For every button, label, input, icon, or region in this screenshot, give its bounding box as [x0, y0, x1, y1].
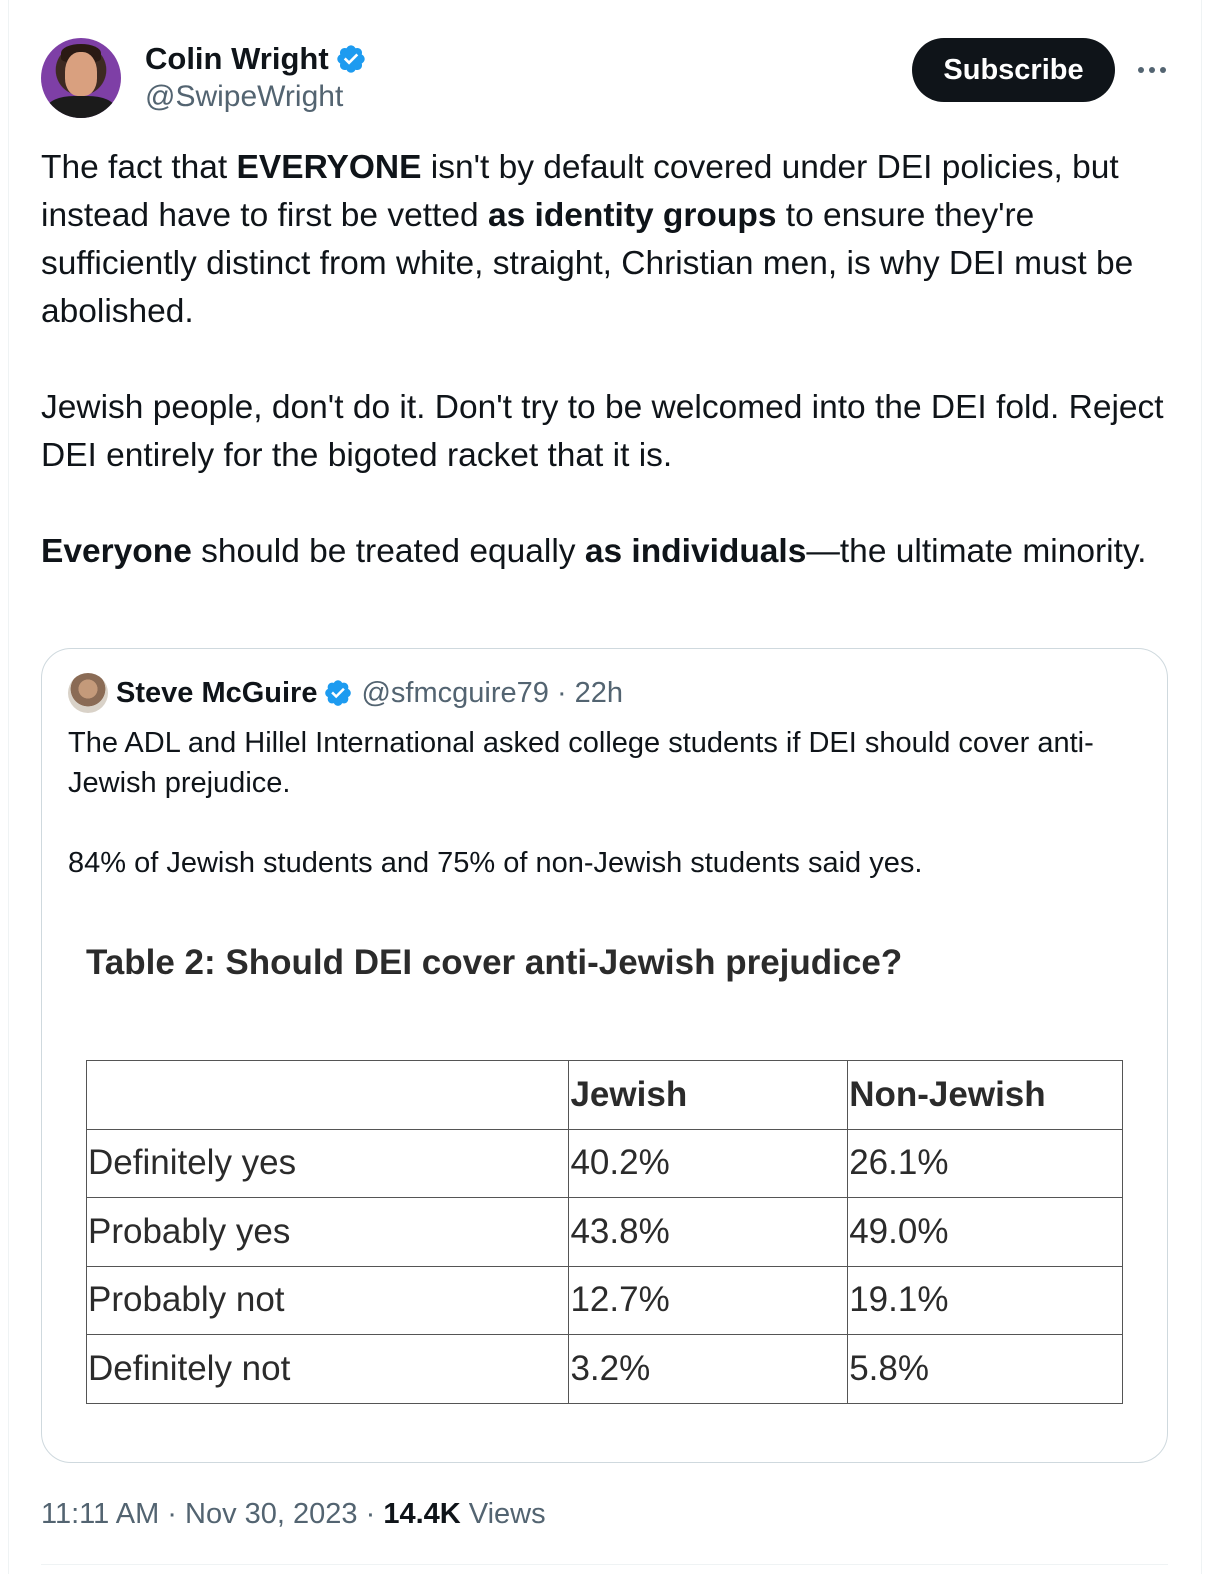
- bold-span: EVERYONE: [236, 149, 422, 186]
- bold-span: Everyone: [41, 533, 192, 570]
- avatar-face: [65, 52, 97, 96]
- tweet-paragraph-3: Everyone should be treated equally as in…: [41, 528, 1171, 576]
- quoted-tweet[interactable]: Steve McGuire @sfmcguire79 · 22h The ADL…: [41, 648, 1168, 1463]
- author-names: Colin Wright @SwipeWright: [145, 40, 367, 116]
- text-span: should be treated equally: [191, 533, 585, 570]
- table-cell: 40.2%: [568, 1128, 849, 1198]
- verified-badge-icon: [325, 680, 352, 706]
- text-span: The fact that: [41, 149, 237, 186]
- separator: ·: [548, 676, 575, 709]
- subscribe-button[interactable]: Subscribe: [912, 38, 1115, 102]
- tweet-meta: 11:11 AM · Nov 30, 2023 · 14.4K Views: [41, 1494, 546, 1534]
- quoted-time: 22h: [574, 676, 624, 709]
- table-row: Definitely not 3.2% 5.8%: [85, 1334, 1123, 1404]
- author-name-row: Colin Wright: [145, 40, 367, 78]
- text-span: to ensure they're sufficiently distinct …: [41, 197, 1134, 330]
- more-horizontal-icon[interactable]: [1133, 56, 1171, 84]
- bold-span: as identity groups: [487, 197, 777, 234]
- tweet-text: The fact that EVERYONE isn't by default …: [41, 144, 1171, 576]
- bold-span: as individuals: [584, 533, 807, 570]
- table-cell: Definitely yes: [85, 1128, 570, 1198]
- table-cell: Definitely not: [85, 1334, 570, 1404]
- text-span: isn't by default covered under DEI polic…: [41, 149, 1119, 234]
- quoted-paragraph-1: The ADL and Hillel International asked c…: [68, 727, 1094, 799]
- table-header-row: Jewish Non-Jewish: [85, 1060, 1123, 1130]
- more-dot: [1138, 67, 1144, 73]
- separator: ·: [159, 1498, 186, 1530]
- quoted-paragraph-2: 84% of Jewish students and 75% of non-Je…: [68, 847, 923, 879]
- divider: [41, 1564, 1168, 1565]
- table-header-cell: [85, 1060, 570, 1130]
- avatar[interactable]: [41, 38, 121, 118]
- tweet-date[interactable]: Nov 30, 2023: [185, 1498, 358, 1530]
- quoted-text: The ADL and Hillel International asked c…: [68, 723, 1128, 883]
- tweet-time[interactable]: 11:11 AM: [41, 1498, 160, 1530]
- frame-border-right: [1201, 0, 1202, 1574]
- avatar-shirt: [47, 96, 115, 118]
- views-count: 14.4K: [383, 1498, 461, 1530]
- table-cell: 43.8%: [568, 1197, 849, 1267]
- tweet-paragraph-1: The fact that EVERYONE isn't by default …: [41, 144, 1171, 336]
- table-row: Probably yes 43.8% 49.0%: [85, 1197, 1123, 1267]
- separator: ·: [357, 1498, 384, 1530]
- table-cell: 26.1%: [847, 1128, 1123, 1198]
- quoted-display-name: Steve McGuire: [116, 676, 318, 709]
- views-label: Views: [460, 1498, 546, 1530]
- table-row: Probably not 12.7% 19.1%: [85, 1265, 1123, 1335]
- more-dot: [1149, 67, 1155, 73]
- quoted-tweet-header: Steve McGuire @sfmcguire79 · 22h: [68, 673, 623, 713]
- author-display-name[interactable]: Colin Wright: [145, 41, 329, 76]
- table-cell: 5.8%: [847, 1334, 1123, 1404]
- frame-border-left: [8, 0, 9, 1574]
- table-cell: 49.0%: [847, 1197, 1123, 1267]
- table-cell: 12.7%: [568, 1265, 849, 1335]
- tweet-paragraph-2: Jewish people, don't do it. Don't try to…: [41, 389, 1164, 474]
- tweet-header: Colin Wright @SwipeWright Subscribe: [41, 38, 1171, 118]
- quoted-handle: @sfmcguire79: [361, 676, 549, 709]
- text-span: —the ultimate minority.: [806, 533, 1147, 570]
- data-table: Jewish Non-Jewish Definitely yes 40.2% 2…: [85, 1060, 1123, 1404]
- verified-badge-icon: [337, 45, 365, 73]
- table-header-cell: Jewish: [568, 1060, 849, 1130]
- table-cell: Probably not: [85, 1265, 570, 1335]
- author-handle[interactable]: @SwipeWright: [145, 80, 344, 113]
- table-title: Table 2: Should DEI cover anti-Jewish pr…: [86, 943, 903, 982]
- table-cell: 3.2%: [568, 1334, 849, 1404]
- table-cell: 19.1%: [847, 1265, 1123, 1335]
- table-row: Definitely yes 40.2% 26.1%: [85, 1128, 1123, 1198]
- quoted-avatar: [68, 673, 108, 713]
- table-cell: Probably yes: [85, 1197, 570, 1267]
- more-dot: [1160, 67, 1166, 73]
- table-header-cell: Non-Jewish: [847, 1060, 1123, 1130]
